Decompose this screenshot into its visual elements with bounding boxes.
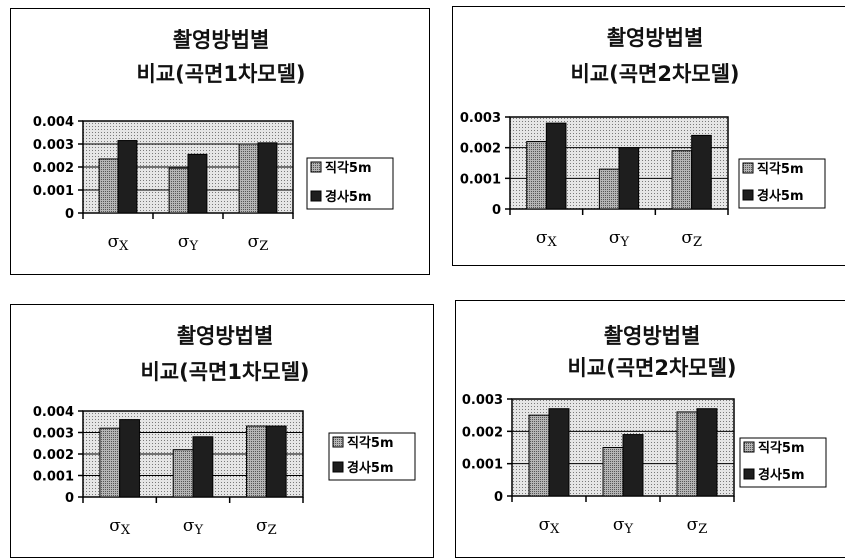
legend-swatch — [310, 161, 322, 173]
y-tick-label: 0 — [65, 491, 74, 506]
legend-label: 경사5m — [347, 460, 394, 476]
legend-label: 경사5m — [758, 467, 805, 483]
y-tick-label: 0 — [494, 490, 503, 505]
y-tick-label: 0.002 — [460, 142, 501, 157]
x-category-label: σX — [109, 516, 131, 538]
y-tick-label: 0 — [65, 207, 74, 222]
bar-series1 — [676, 411, 698, 497]
x-category-label: σZ — [248, 232, 269, 254]
y-tick-label: 0.001 — [460, 172, 501, 187]
legend-label: 직각5m — [347, 435, 394, 451]
x-category-label: σY — [613, 515, 634, 537]
y-tick-label: 0.003 — [33, 138, 74, 153]
bar-series2 — [696, 408, 718, 497]
bar-series1 — [98, 158, 119, 214]
chart-title-line: 비교(곡면2차모델) — [567, 356, 736, 380]
chart-title-line: 촬영방법별 — [607, 26, 704, 50]
y-tick-label: 0.004 — [33, 405, 74, 420]
bar-series2 — [618, 147, 640, 210]
bar-series1 — [168, 167, 189, 214]
legend-swatch — [742, 162, 754, 174]
bar-series1 — [526, 141, 547, 210]
legend-label: 직각5m — [758, 440, 805, 456]
bar-series2 — [265, 425, 287, 498]
bar-series2 — [119, 419, 140, 498]
y-tick-label: 0.004 — [33, 115, 74, 130]
x-category-label: σZ — [687, 515, 708, 537]
x-category-label: σY — [178, 232, 199, 254]
legend-label: 직각5m — [757, 161, 804, 177]
bar-series1 — [246, 425, 267, 498]
legend-label: 경사5m — [325, 189, 372, 205]
legend-swatch — [310, 190, 322, 202]
bar-series1 — [602, 447, 624, 497]
legend-label: 경사5m — [757, 188, 804, 204]
bar-series2 — [548, 408, 570, 497]
bar-series2 — [691, 134, 712, 210]
y-tick-label: 0.001 — [33, 184, 74, 199]
x-category-label: σY — [609, 228, 630, 250]
y-tick-label: 0.002 — [33, 161, 74, 176]
x-category-label: σX — [108, 232, 130, 254]
y-tick-label: 0.001 — [33, 470, 74, 485]
bar-series2 — [622, 434, 644, 497]
x-category-label: σZ — [681, 228, 702, 250]
bar-series2 — [192, 436, 214, 498]
y-tick-label: 0.002 — [33, 448, 74, 463]
y-tick-label: 0 — [492, 203, 501, 218]
legend-label: 직각5m — [325, 160, 372, 176]
legend-swatch — [332, 461, 344, 473]
bar-series1 — [598, 168, 620, 210]
chart-title-line: 비교(곡면1차모델) — [136, 62, 305, 86]
bar-series1 — [172, 449, 194, 498]
chart-title-line: 비교(곡면1차모델) — [140, 360, 309, 384]
bar-series2 — [545, 122, 567, 210]
legend-swatch — [743, 468, 755, 480]
bar-series1 — [238, 143, 259, 214]
x-category-label: σX — [536, 228, 558, 250]
chart-title-line: 촬영방법별 — [604, 324, 701, 348]
y-tick-label: 0.003 — [460, 111, 501, 126]
legend-swatch — [742, 189, 754, 201]
x-category-label: σY — [183, 516, 204, 538]
chart-title-line: 촬영방법별 — [173, 28, 270, 52]
bar-series2 — [187, 153, 208, 214]
y-tick-label: 0.003 — [462, 393, 503, 408]
x-category-label: σX — [539, 515, 561, 537]
y-tick-label: 0.003 — [33, 427, 74, 442]
bar-series1 — [528, 414, 550, 497]
y-tick-label: 0.002 — [462, 425, 503, 440]
x-category-label: σZ — [256, 516, 277, 538]
y-tick-label: 0.001 — [462, 458, 503, 473]
bar-series1 — [671, 150, 693, 210]
chart-title-line: 비교(곡면2차모델) — [570, 62, 739, 86]
legend-swatch — [332, 436, 344, 448]
chart-title-line: 촬영방법별 — [177, 324, 274, 348]
bar-series1 — [99, 427, 121, 498]
bar-series2 — [117, 140, 138, 214]
bar-series2 — [257, 142, 278, 214]
legend-swatch — [743, 441, 755, 453]
